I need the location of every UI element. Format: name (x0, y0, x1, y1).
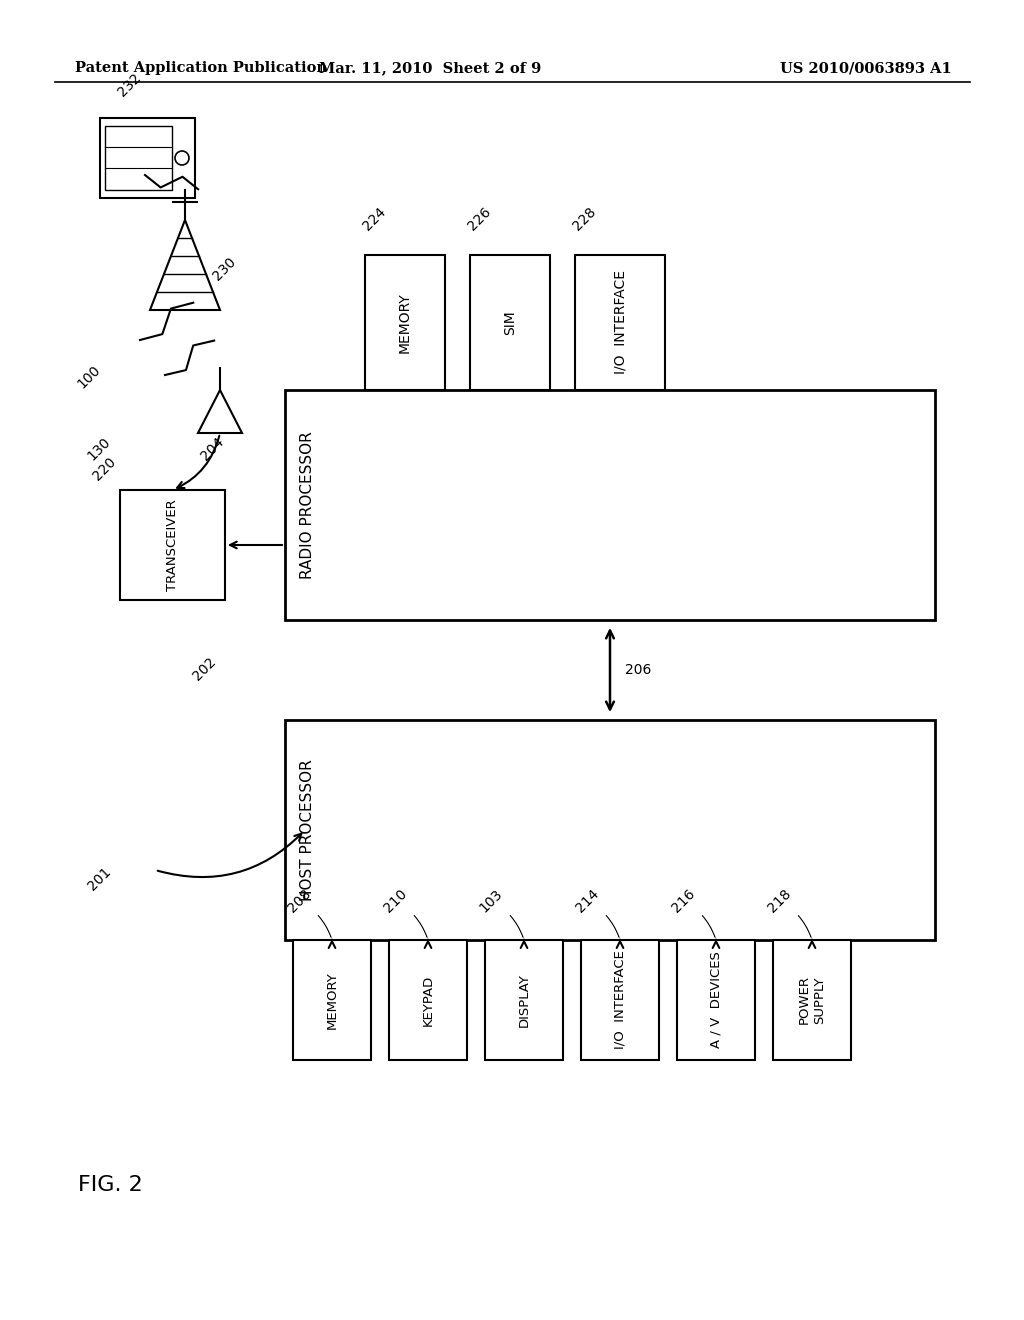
Bar (485, 940, 563, 1060)
Text: 216: 216 (669, 886, 715, 937)
Bar (773, 940, 851, 1060)
Text: 232: 232 (115, 70, 143, 99)
Bar (470, 255, 550, 389)
Bar (120, 490, 225, 601)
Bar (100, 117, 195, 198)
Text: 208: 208 (285, 887, 331, 937)
Text: Mar. 11, 2010  Sheet 2 of 9: Mar. 11, 2010 Sheet 2 of 9 (318, 61, 541, 75)
Text: 210: 210 (381, 887, 427, 937)
Text: MEMORY: MEMORY (398, 292, 412, 352)
Text: 100: 100 (75, 363, 103, 391)
Text: I/O  INTERFACE: I/O INTERFACE (613, 950, 627, 1049)
Text: 228: 228 (570, 205, 599, 234)
Text: HOST PROCESSOR: HOST PROCESSOR (299, 759, 314, 900)
Text: TRANSCEIVER: TRANSCEIVER (166, 499, 179, 591)
Text: 218: 218 (765, 886, 811, 937)
Bar (365, 255, 445, 389)
Bar (677, 940, 755, 1060)
Text: 204: 204 (198, 434, 226, 463)
Text: Patent Application Publication: Patent Application Publication (75, 61, 327, 75)
Text: KEYPAD: KEYPAD (422, 974, 434, 1026)
Text: 226: 226 (465, 205, 494, 234)
Text: I/O  INTERFACE: I/O INTERFACE (613, 271, 627, 375)
Bar (581, 940, 659, 1060)
Text: 201: 201 (85, 865, 114, 894)
Bar (285, 719, 935, 940)
Text: FIG. 2: FIG. 2 (78, 1175, 142, 1195)
Text: A / V  DEVICES: A / V DEVICES (710, 952, 723, 1048)
Bar (285, 389, 935, 620)
Text: DISPLAY: DISPLAY (517, 973, 530, 1027)
Bar (389, 940, 467, 1060)
Text: 103: 103 (477, 887, 523, 937)
Bar (105, 125, 172, 190)
Bar (293, 940, 371, 1060)
Text: 220: 220 (90, 454, 119, 483)
Text: MEMORY: MEMORY (326, 972, 339, 1028)
Text: US 2010/0063893 A1: US 2010/0063893 A1 (780, 61, 951, 75)
Text: 202: 202 (190, 655, 218, 682)
Text: POWER
SUPPLY: POWER SUPPLY (798, 975, 826, 1024)
Bar (575, 255, 665, 389)
Text: SIM: SIM (503, 310, 517, 335)
Text: 224: 224 (360, 205, 388, 234)
Text: 206: 206 (625, 663, 651, 677)
Text: 214: 214 (573, 887, 620, 937)
Text: 130: 130 (85, 434, 114, 463)
Text: 230: 230 (210, 255, 239, 282)
Text: RADIO PROCESSOR: RADIO PROCESSOR (299, 432, 314, 579)
